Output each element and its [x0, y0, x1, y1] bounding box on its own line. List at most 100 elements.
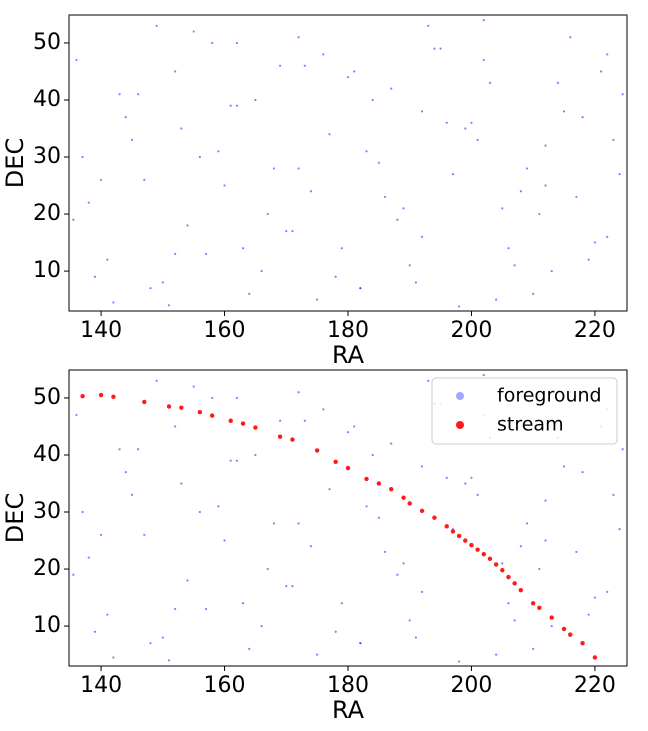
scatter-point: [80, 394, 85, 399]
scatter-point: [376, 481, 382, 486]
scatter-point: [260, 269, 263, 273]
scatter-point: [75, 413, 78, 417]
y-tick-label: 20: [33, 201, 61, 226]
scatter-point: [450, 529, 456, 534]
scatter-point: [198, 510, 201, 514]
scatter-point: [192, 385, 195, 388]
scatter-point: [463, 538, 468, 543]
scatter-point: [487, 556, 493, 561]
scatter-point: [581, 470, 584, 474]
scatter-point: [383, 550, 387, 554]
scatter-point: [253, 425, 258, 430]
scatter-point: [174, 425, 177, 428]
scatter-point: [328, 488, 331, 491]
scatter-point: [279, 64, 282, 67]
scatter-point: [235, 104, 238, 107]
scatter-point: [186, 224, 189, 227]
scatter-point: [211, 41, 214, 45]
y-tick-label: 30: [33, 144, 61, 169]
scatter-point: [174, 607, 177, 611]
scatter-point: [365, 505, 368, 508]
y-tick-label: 50: [33, 385, 61, 410]
scatter-point: [334, 630, 337, 633]
x-tick-label: 160: [204, 318, 246, 343]
scatter-point: [272, 522, 276, 525]
scatter-point: [501, 562, 504, 565]
scatter-point: [525, 167, 529, 170]
scatter-point: [359, 287, 362, 290]
scatter-point: [445, 476, 448, 479]
scatter-point: [568, 632, 573, 637]
scatter-point: [198, 155, 201, 159]
scatter-point: [228, 418, 233, 423]
scatter-point: [377, 161, 380, 164]
scatter-point: [180, 127, 183, 130]
scatter-point: [390, 442, 393, 445]
scatter-point: [513, 619, 516, 622]
scatter-point: [277, 434, 283, 439]
scatter-point: [197, 410, 203, 415]
scatter-point: [155, 24, 158, 27]
scatter-point: [297, 391, 300, 394]
y-tick-label: 50: [33, 30, 61, 55]
scatter-point: [72, 218, 75, 221]
scatter-point: [93, 630, 97, 633]
scatter-point: [137, 448, 140, 451]
scatter-point: [414, 281, 417, 284]
scatter-point: [316, 653, 319, 656]
scatter-point: [297, 167, 300, 170]
scatter-point: [291, 230, 294, 233]
scatter-point: [513, 264, 516, 267]
scatter-point: [464, 482, 467, 485]
scatter-point: [328, 133, 331, 136]
scatter-point: [488, 81, 492, 84]
x-tick-label: 140: [80, 673, 122, 698]
scatter-point: [161, 281, 164, 284]
legend-marker: [456, 421, 464, 429]
scatter-point: [130, 138, 134, 142]
scatter-point: [124, 115, 127, 119]
scatter-point: [481, 552, 486, 557]
scatter-point: [235, 459, 238, 462]
scatter-point: [389, 486, 394, 492]
scatter-point: [562, 110, 566, 113]
scatter-point: [419, 508, 425, 514]
scatter-point: [470, 476, 473, 479]
scatter-point: [550, 624, 553, 628]
x-tick-label: 220: [574, 673, 616, 698]
scatter-point: [451, 173, 455, 176]
legend-box: [431, 377, 618, 445]
scatter-point: [512, 581, 517, 586]
x-tick-label: 180: [327, 318, 369, 343]
scatter-point: [383, 195, 387, 199]
scatter-point: [143, 533, 146, 536]
scatter-point: [530, 601, 536, 606]
scatter-point: [612, 493, 615, 497]
scatter-point: [314, 448, 320, 453]
scatter-point: [81, 510, 84, 514]
scatter-point: [365, 150, 368, 153]
scatter-point: [167, 304, 171, 307]
scatter-point: [507, 602, 510, 605]
scatter-point: [537, 605, 542, 611]
scatter-point: [111, 394, 116, 400]
scatter-point: [112, 301, 115, 304]
scatter-point: [346, 76, 350, 79]
scatter-point: [532, 292, 535, 295]
scatter-point: [241, 247, 245, 250]
scatter-point: [75, 58, 78, 62]
scatter-point: [396, 218, 399, 221]
scatter-point: [309, 545, 313, 548]
scatter-point: [124, 470, 127, 474]
scatter-point: [420, 465, 424, 468]
x-tick-label: 180: [327, 673, 369, 698]
scatter-point: [569, 36, 572, 39]
scatter-point: [87, 201, 90, 204]
scatter-point: [340, 602, 343, 605]
scatter-point: [248, 647, 251, 650]
scatter-point: [353, 70, 356, 73]
scatter-point: [345, 465, 351, 471]
scatter-point: [204, 252, 208, 256]
scatter-point: [432, 515, 437, 520]
scatter-point: [235, 396, 238, 400]
